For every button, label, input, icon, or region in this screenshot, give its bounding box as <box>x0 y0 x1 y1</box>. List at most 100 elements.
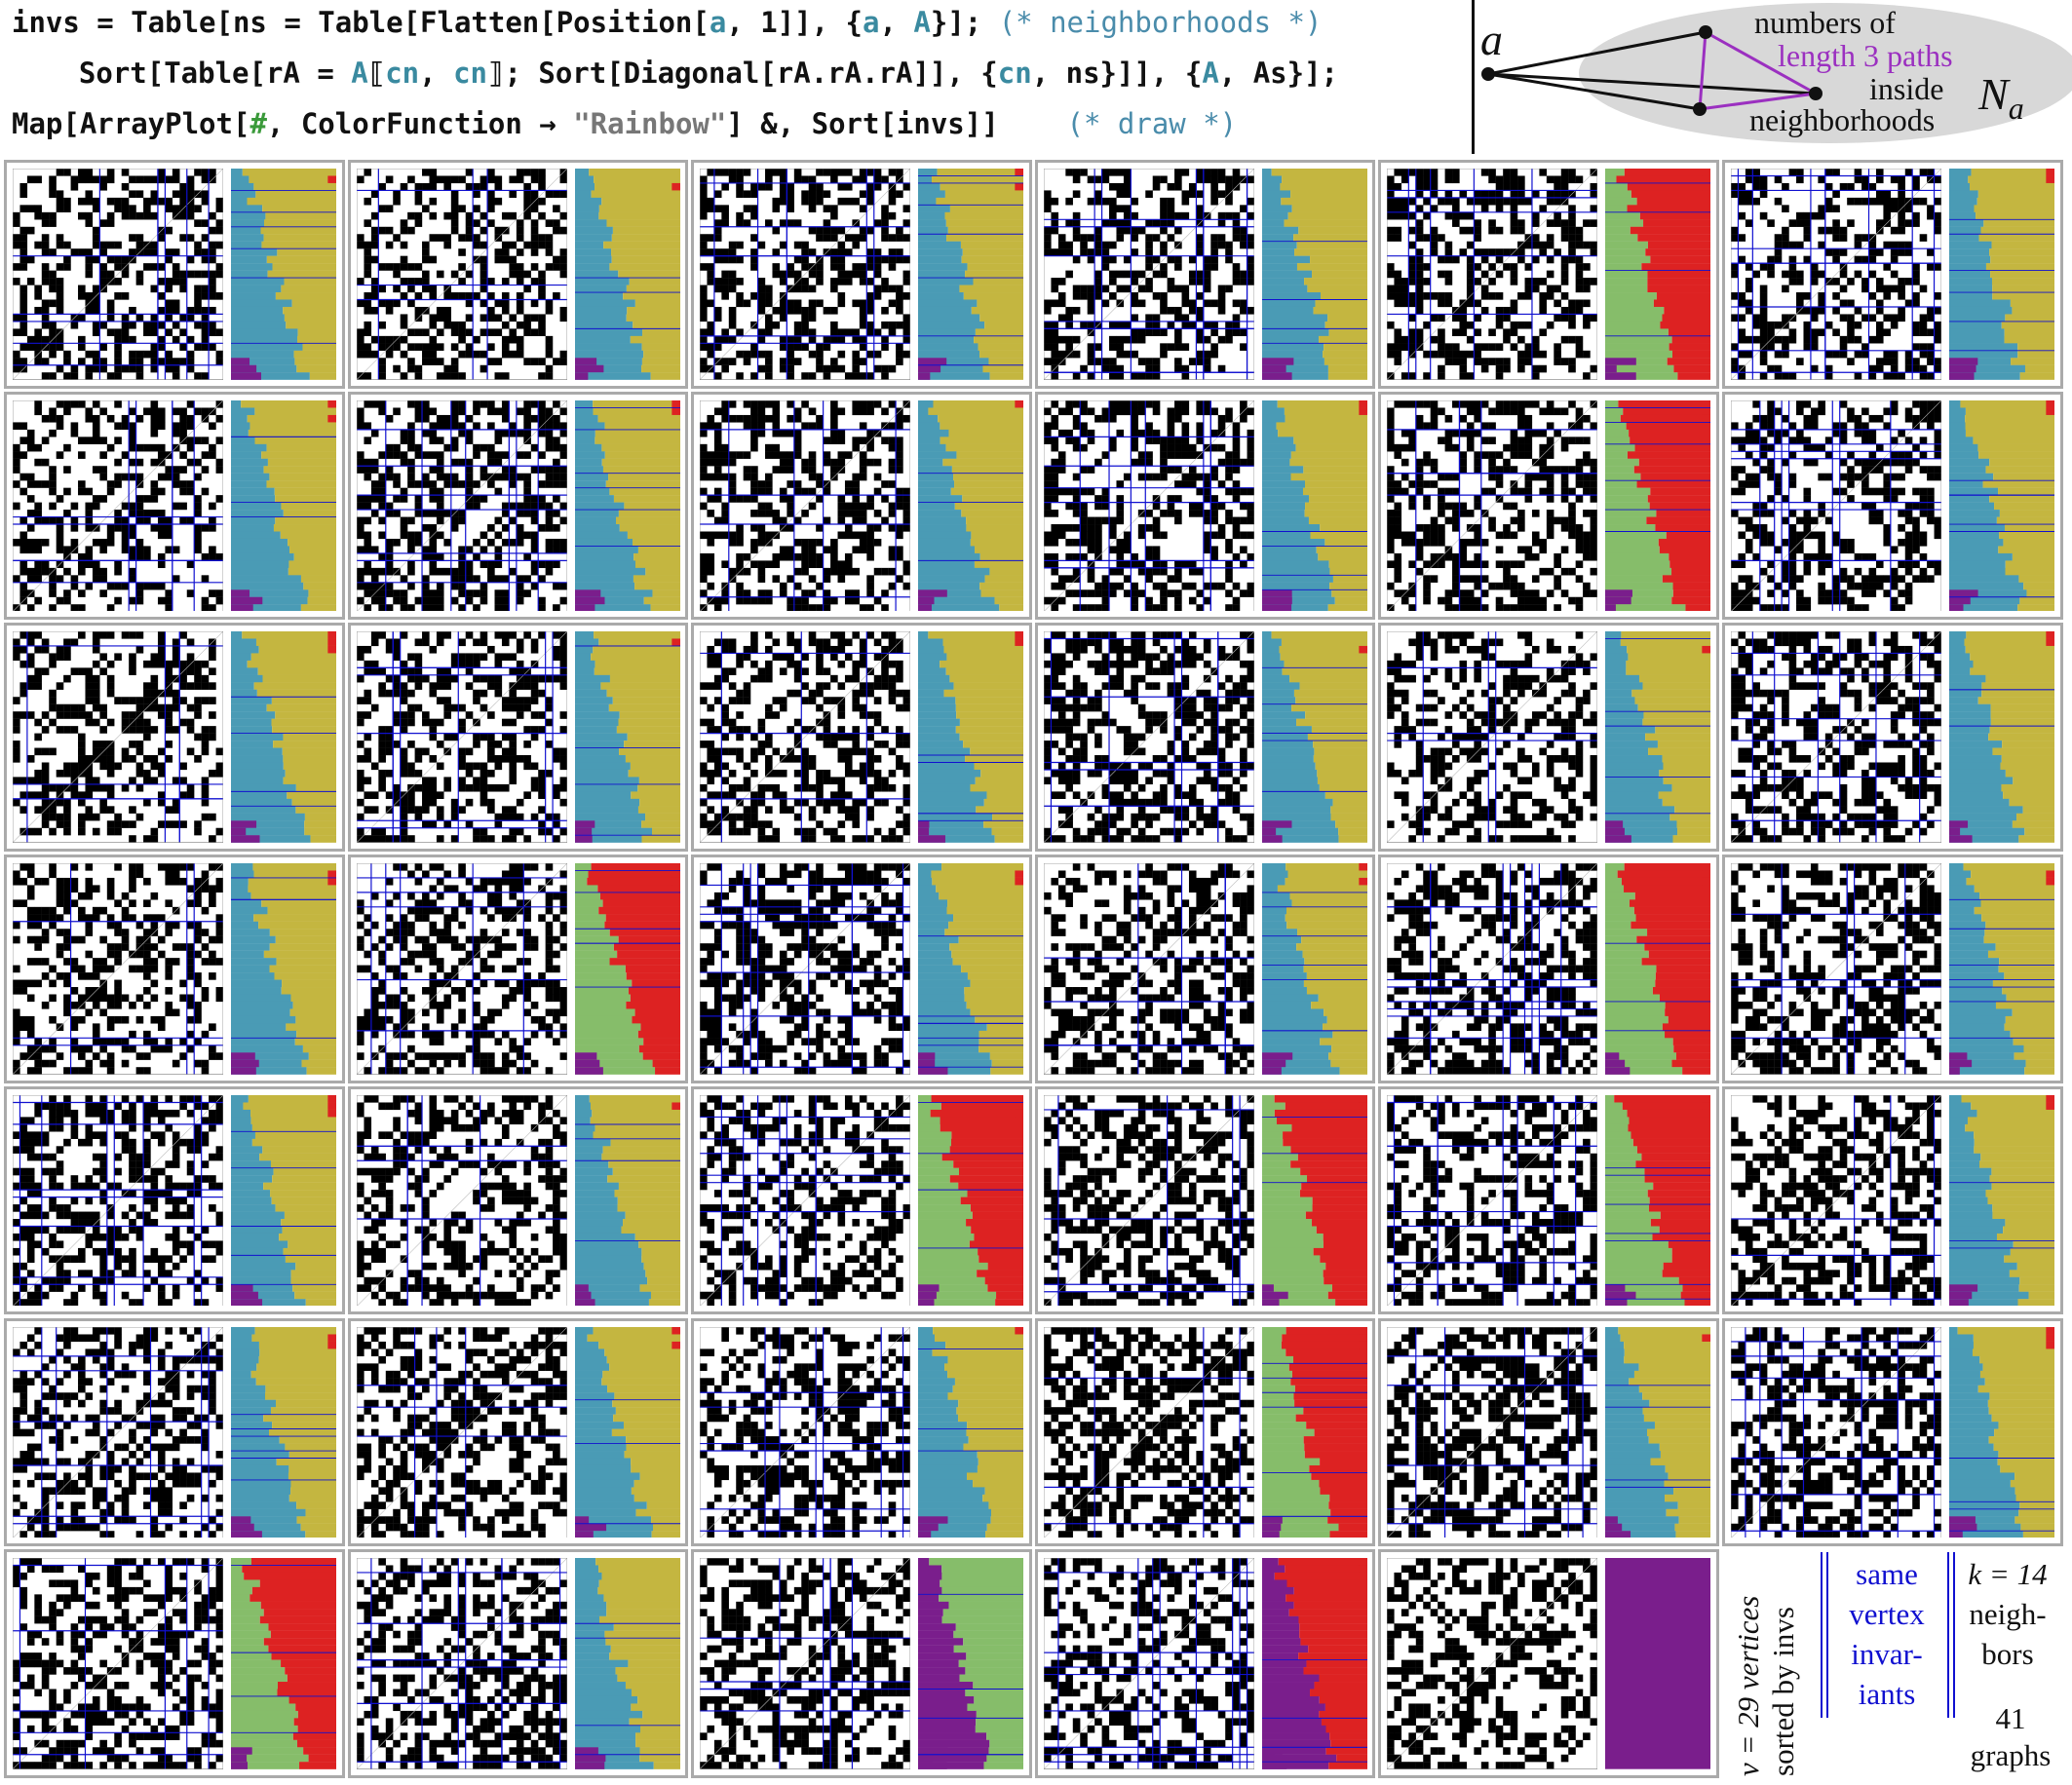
vertices-count-line: v = 29 vertices <box>1731 1595 1765 1777</box>
invariant-bar-plot <box>1605 169 1711 380</box>
graph-panel <box>4 160 345 389</box>
invariant-bar-plot <box>918 1558 1024 1769</box>
graph-panel <box>1722 1085 2063 1315</box>
invariant-bar-plot <box>1261 631 1367 844</box>
invariant-bar-plot <box>1605 1326 1711 1538</box>
invariant-bar-plot <box>1949 169 2054 380</box>
invariant-bar-plot <box>1949 863 2054 1075</box>
invariant-bar-plot <box>231 169 336 380</box>
invariant-bar-plot <box>1261 1094 1367 1307</box>
adjacency-matrix-plot <box>1043 1094 1254 1307</box>
adjacency-matrix-plot <box>356 1558 567 1769</box>
graph-panel <box>347 1085 689 1315</box>
graph-panel <box>1034 1085 1376 1315</box>
adjacency-matrix-plot <box>1387 1558 1598 1769</box>
neighborhood-symbol: Na <box>1977 69 2024 126</box>
invariant-bar-plot <box>231 399 336 612</box>
invariant-bar-plot <box>1605 1094 1711 1307</box>
adjacency-matrix-plot <box>1731 1094 1941 1307</box>
adjacency-matrix-plot <box>356 631 567 844</box>
invariant-bar-plot <box>231 863 336 1075</box>
invariant-bar-plot <box>1605 863 1711 1075</box>
invariant-bar-plot <box>231 631 336 844</box>
graph-panel <box>1034 855 1376 1083</box>
neighbor-vertex <box>1809 87 1823 100</box>
code-line-3: Map[ArrayPlot[#, ColorFunction → "Rainbo… <box>12 107 1238 140</box>
invariant-bar-plot <box>1605 631 1711 844</box>
header-separator <box>1472 0 1475 154</box>
code-line-1: invs = Table[ns = Table[Flatten[Position… <box>12 6 1323 39</box>
graph-panel <box>4 391 345 621</box>
neighborhood-diagram: a numbers of length 3 paths inside neigh… <box>1480 3 2072 143</box>
invariant-bar-plot <box>574 1326 680 1538</box>
adjacency-matrix-plot <box>1387 863 1598 1075</box>
invariant-bar-plot <box>918 863 1024 1075</box>
invariant-bar-plot <box>574 1558 680 1769</box>
invariant-bar-plot <box>1949 631 2054 844</box>
graph-panel <box>691 623 1032 853</box>
graph-panel <box>691 855 1032 1083</box>
invariant-bar-plot <box>918 1094 1024 1307</box>
code-comment-draw: (* draw *) <box>1066 107 1238 140</box>
vertices-sorted-label: v = 29 vertices sorted by invs <box>1731 1552 1819 1776</box>
graph-panel <box>691 1317 1032 1547</box>
invariant-bar-plot <box>1261 1558 1367 1769</box>
adjacency-matrix-plot <box>1387 169 1598 380</box>
adjacency-matrix-plot <box>700 1326 911 1538</box>
adjacency-matrix-plot <box>13 631 223 844</box>
adjacency-matrix-plot <box>1387 1094 1598 1307</box>
graph-panel <box>1378 391 1719 621</box>
invariant-bar-plot <box>1949 399 2054 612</box>
graph-panel <box>1722 1317 2063 1547</box>
neighbors-count-label: k = 14 neigh-bors <box>1968 1557 2048 1672</box>
invariant-bar-plot <box>1261 399 1367 612</box>
adjacency-matrix-plot <box>700 1094 911 1307</box>
diagram-text-line1: numbers of <box>1754 5 1896 40</box>
length-3-path-triangle <box>1698 29 1821 111</box>
graph-panel <box>347 391 689 621</box>
invariant-bar-plot <box>918 399 1024 612</box>
graph-panel <box>1378 1085 1719 1315</box>
legend-panel: v = 29 vertices sorted by invs same vertex i… <box>1722 1549 2063 1778</box>
adjacency-matrix-plot <box>1731 169 1941 380</box>
graph-panel <box>1722 391 2063 621</box>
adjacency-matrix-plot <box>1043 169 1254 380</box>
invariant-bar-plot <box>1605 1558 1711 1769</box>
invariant-bar-plot <box>231 1094 336 1307</box>
invariant-bar-plot <box>574 631 680 844</box>
adjacency-matrix-plot <box>356 863 567 1075</box>
graph-panel <box>1034 391 1376 621</box>
adjacency-matrix-plot <box>1043 399 1254 612</box>
adjacency-matrix-plot <box>1043 1558 1254 1769</box>
graph-panel <box>1034 1317 1376 1547</box>
invariant-bar-plot <box>1949 1094 2054 1307</box>
invariant-bar-plot <box>918 1326 1024 1538</box>
graph-panel <box>691 1549 1032 1778</box>
adjacency-matrix-plot <box>356 399 567 612</box>
adjacency-matrix-plot <box>1731 631 1941 844</box>
graph-panel <box>347 1549 689 1778</box>
panel-grid: v = 29 vertices sorted by invs same vertex i… <box>4 160 2066 1781</box>
graph-panel <box>1378 160 1719 389</box>
adjacency-matrix-plot <box>13 169 223 380</box>
adjacency-matrix-plot <box>700 399 911 612</box>
adjacency-matrix-plot <box>700 1558 911 1769</box>
diagram-text-line4: neighborhoods <box>1749 102 1935 137</box>
adjacency-matrix-plot <box>13 1094 223 1307</box>
adjacency-matrix-plot <box>13 1326 223 1538</box>
adjacency-matrix-plot <box>356 169 567 380</box>
invariant-bar-plot <box>1949 1326 2054 1538</box>
adjacency-matrix-plot <box>13 863 223 1075</box>
header: invs = Table[ns = Table[Flatten[Position… <box>0 0 2072 154</box>
adjacency-matrix-plot <box>700 631 911 844</box>
adjacency-matrix-plot <box>1043 631 1254 844</box>
graph-panel <box>691 1085 1032 1315</box>
graph-panel <box>1034 160 1376 389</box>
graph-panel <box>4 1317 345 1547</box>
adjacency-matrix-plot <box>1043 863 1254 1075</box>
adjacency-matrix-plot <box>1731 863 1941 1075</box>
code-line-2: Sort[Table[rA = A⟦cn, cn⟧; Sort[Diagonal… <box>45 57 1338 90</box>
invariant-bar-plot <box>231 1558 336 1769</box>
invariant-bar-plot <box>918 631 1024 844</box>
graph-panel <box>1722 623 2063 853</box>
